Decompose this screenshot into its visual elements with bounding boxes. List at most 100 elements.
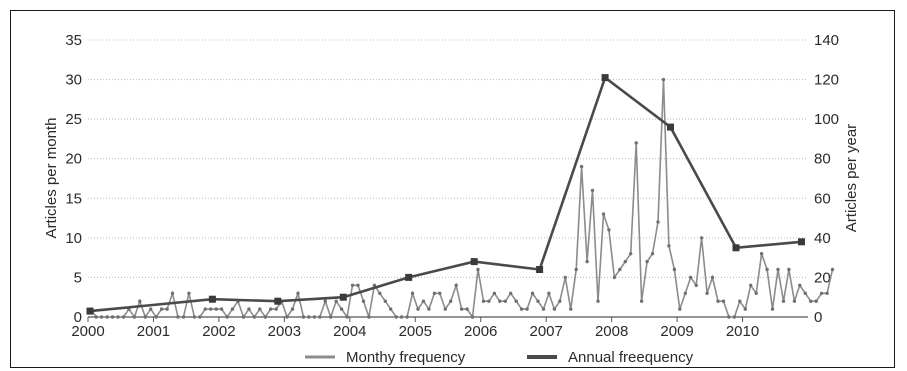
monthly-point (525, 307, 529, 311)
monthly-point (372, 283, 377, 287)
y-axis-left-title: Articles per month (43, 118, 60, 239)
monthly-point (334, 299, 338, 303)
monthly-point (776, 267, 780, 272)
monthly-point (667, 244, 671, 248)
legend-label-monthly: Monthy frequency (346, 349, 466, 366)
monthly-point (519, 307, 524, 311)
annual-point (405, 273, 413, 281)
x-tick-label-2003: 2003 (268, 323, 301, 340)
annual-point (86, 307, 94, 315)
monthly-point (809, 299, 813, 303)
monthly-point (214, 307, 218, 311)
x-tick-label-2007: 2007 (529, 323, 562, 340)
monthly-point (509, 291, 513, 295)
annual-frequency-line (89, 75, 802, 313)
monthly-point (738, 299, 742, 303)
monthly-point (176, 315, 180, 319)
monthly-point (307, 315, 311, 319)
monthly-point (743, 307, 747, 311)
monthly-point (596, 299, 600, 303)
monthly-point (258, 307, 262, 311)
y-tick-left-30: 30 (65, 72, 82, 89)
monthly-point (514, 299, 518, 303)
monthly-point (159, 307, 164, 311)
monthly-point (399, 315, 404, 319)
monthly-point (230, 307, 235, 311)
y-tick-right-20: 20 (814, 269, 831, 286)
monthly-point (361, 299, 366, 303)
monthly-point (290, 307, 295, 311)
monthly-point (181, 315, 186, 319)
monthly-point (138, 299, 142, 303)
monthly-point (547, 291, 551, 295)
monthly-point (339, 307, 344, 311)
monthly-point (699, 236, 704, 240)
monthly-point (689, 275, 693, 280)
monthly-point (825, 291, 829, 295)
monthly-point (312, 315, 317, 319)
annual-point (798, 238, 805, 246)
monthly-point (285, 315, 289, 319)
legend-label-annual: Annual freequency (568, 349, 694, 366)
x-tick-label-2001: 2001 (137, 323, 170, 340)
monthly-point (427, 307, 431, 311)
monthly-point (716, 299, 720, 303)
monthly-point (219, 307, 224, 311)
monthly-point (759, 252, 764, 256)
chart-frame (10, 10, 895, 368)
monthly-point (263, 315, 267, 319)
monthly-point (819, 291, 824, 295)
monthly-point (225, 315, 229, 319)
y-tick-right-120: 120 (814, 72, 839, 89)
annual-point (208, 295, 216, 303)
monthly-point (694, 283, 698, 287)
monthly-point (792, 299, 797, 303)
x-tick-label-2000: 2000 (71, 323, 104, 340)
monthly-point (329, 315, 333, 319)
monthly-point (203, 307, 207, 311)
y-tick-right-100: 100 (814, 111, 839, 128)
monthly-point (99, 315, 104, 319)
monthly-point (487, 299, 491, 303)
monthly-point (749, 283, 753, 287)
monthly-point (536, 299, 540, 303)
monthly-point (650, 252, 655, 256)
monthly-point (416, 307, 420, 311)
monthly-point (345, 315, 349, 319)
monthly-point (465, 307, 469, 311)
monthly-point (405, 315, 409, 319)
monthly-point (639, 299, 644, 303)
y-tick-left-35: 35 (65, 32, 82, 49)
y-tick-right-60: 60 (814, 190, 831, 207)
monthly-point (394, 315, 398, 319)
monthly-point (503, 299, 507, 303)
series-annual (86, 74, 805, 315)
y-tick-left-20: 20 (65, 151, 82, 168)
x-tick-label-2008: 2008 (595, 323, 628, 340)
monthly-point (389, 307, 393, 311)
annual-point (601, 74, 609, 82)
monthly-point (770, 307, 775, 311)
monthly-point (541, 307, 546, 311)
y-tick-right-80: 80 (814, 151, 831, 168)
monthly-point (569, 307, 573, 311)
monthly-point (459, 307, 464, 311)
monthly-point (121, 315, 126, 319)
monthly-point (574, 267, 578, 272)
monthly-point (438, 291, 442, 295)
y-tick-left-25: 25 (65, 111, 82, 128)
monthly-point (661, 77, 666, 82)
monthly-point (558, 299, 562, 303)
monthly-point (727, 315, 731, 319)
x-tick-label-2009: 2009 (660, 323, 693, 340)
monthly-point (318, 315, 322, 319)
monthly-point (432, 291, 437, 295)
monthly-point (814, 299, 818, 303)
monthly-point (94, 315, 98, 319)
monthly-point (149, 307, 153, 311)
monthly-point (449, 299, 453, 303)
monthly-point (798, 283, 802, 287)
annual-point (339, 293, 347, 301)
monthly-point (252, 315, 257, 319)
monthly-point (656, 220, 660, 224)
